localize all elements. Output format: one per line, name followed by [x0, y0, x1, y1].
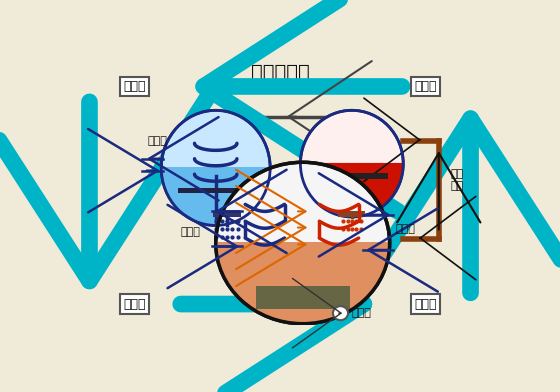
Bar [338, 211, 366, 217]
Polygon shape [300, 164, 403, 217]
Bar [213, 211, 241, 217]
Text: 驱动
热源: 驱动 热源 [450, 169, 463, 191]
Bar [315, 174, 388, 179]
Text: 蒸发器: 蒸发器 [124, 298, 146, 310]
Bar [178, 187, 254, 193]
Circle shape [216, 162, 390, 324]
Text: 溶液泵: 溶液泵 [351, 308, 371, 318]
Ellipse shape [300, 110, 403, 217]
Text: 冷媒水: 冷媒水 [181, 227, 200, 238]
Polygon shape [161, 168, 270, 225]
Bar [256, 287, 349, 309]
Text: 发生器: 发生器 [414, 80, 436, 93]
Text: 吸收器: 吸收器 [414, 298, 436, 310]
Text: 冷凝器: 冷凝器 [124, 80, 146, 93]
Text: 冷却水: 冷却水 [396, 224, 416, 234]
Circle shape [333, 306, 348, 320]
Ellipse shape [161, 110, 270, 225]
Text: 冷却水: 冷却水 [148, 136, 167, 146]
Text: 制冷剂蒸汽: 制冷剂蒸汽 [251, 63, 309, 82]
Polygon shape [216, 243, 390, 324]
